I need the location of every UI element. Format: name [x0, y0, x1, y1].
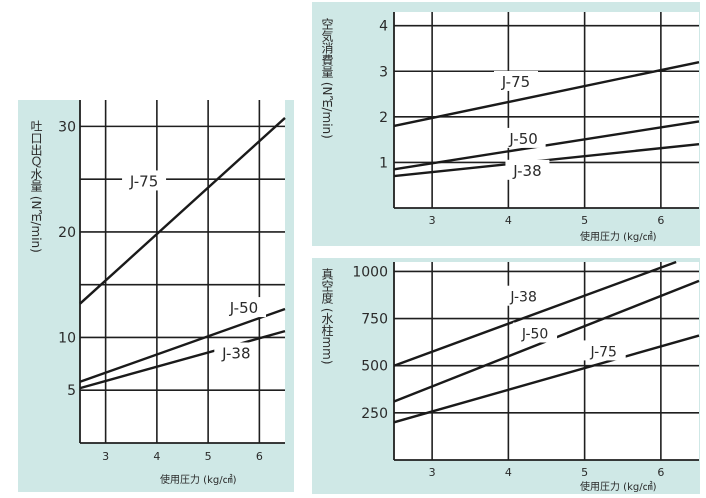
top-right-y-tick-label: 1	[379, 155, 388, 171]
top-right-series-label-bg	[494, 70, 538, 91]
top-right-series-label-j-38: J-38	[512, 162, 541, 180]
bottom-right-series-label-j-75: J-75	[589, 344, 617, 360]
bottom-right-chart: 250 500 750 1000 3 4 5 6 J-38 J-50 J-75	[352, 260, 700, 479]
top-right-series-label-bg	[501, 127, 546, 148]
left-series-label-bg	[214, 342, 259, 363]
top-right-y-tick-label: 2	[379, 110, 388, 126]
left-series-j-75	[79, 117, 286, 305]
bottom-right-x-tick-label: 6	[657, 466, 664, 479]
top-right-series-label-bg	[505, 159, 550, 180]
charts-layer: 5 10 20 30 3 4 5 6 J-75 J-50 J-38 1 2 3 4 3 4 5 6 J-75 J-50 J…	[58, 12, 700, 479]
left-plot-area	[80, 100, 285, 443]
left-series-label-j-75: J-75	[129, 172, 158, 190]
bottom-right-x-tick-label: 5	[581, 466, 588, 479]
bottom-right-y-axis-title: 真空度 (水柱mm)	[320, 268, 334, 365]
bottom-right-series-label-bg	[581, 340, 626, 361]
left-y-tick-label: 20	[58, 225, 76, 241]
bottom-right-x-tick-label: 4	[505, 466, 512, 479]
bottom-right-x-axis-title: 使用圧力 (kg/㎠)	[580, 480, 657, 493]
top-right-x-tick-label: 4	[505, 214, 512, 227]
left-series-label-j-50: J-50	[229, 299, 258, 317]
bottom-right-series-label-bg	[513, 322, 558, 343]
left-series-label-bg	[122, 170, 167, 191]
left-y-tick-label: 10	[58, 330, 76, 346]
left-series-label-j-38: J-38	[221, 344, 250, 362]
top-right-x-axis-title: 使用圧力 (kg/㎠)	[580, 230, 657, 243]
left-x-axis-title: 使用圧力 (kg/㎠)	[160, 473, 237, 486]
top-right-x-tick-label: 6	[657, 214, 664, 227]
bottom-right-y-tick-label: 500	[361, 359, 388, 375]
top-right-series-label-j-75: J-75	[501, 73, 530, 91]
bottom-right-y-tick-label: 1000	[352, 264, 388, 280]
bottom-right-y-tick-label: 250	[361, 406, 388, 422]
left-x-tick-label: 5	[205, 450, 212, 463]
bottom-right-plot-area	[394, 262, 699, 460]
bottom-right-series-label-j-38: J-38	[509, 290, 537, 306]
left-x-tick-label: 6	[256, 450, 263, 463]
left-series-j-38	[79, 329, 286, 390]
top-right-x-tick-label: 5	[581, 214, 588, 227]
top-right-series-j-50	[393, 120, 700, 171]
bottom-right-series-label-j-50: J-50	[521, 326, 549, 342]
bottom-right-series-j-75	[393, 334, 700, 424]
top-right-y-tick-label: 4	[379, 19, 388, 35]
top-right-series-label-j-50: J-50	[508, 130, 537, 148]
bottom-right-y-tick-label: 750	[361, 312, 388, 328]
top-right-chart: 1 2 3 4 3 4 5 6 J-75 J-50 J-38	[379, 12, 700, 227]
top-right-x-tick-label: 3	[429, 214, 436, 227]
left-series-j-50	[79, 307, 286, 383]
bottom-right-series-label-bg	[501, 285, 546, 306]
left-x-tick-label: 4	[153, 450, 160, 463]
left-x-tick-label: 3	[102, 450, 109, 463]
top-right-y-axis-title: 空気消費量 (N㎥/min)	[320, 18, 334, 139]
left-y-axis-title: 吐口出Ｑ水量 (N㎥/min)	[29, 120, 43, 253]
top-right-y-tick-label: 3	[379, 64, 388, 80]
left-y-tick-label: 30	[58, 119, 76, 135]
left-series-label-bg	[222, 297, 266, 318]
left-chart: 5 10 20 30 3 4 5 6 J-75 J-50 J-38	[58, 100, 286, 463]
top-right-series-j-75	[393, 60, 700, 128]
bottom-right-series-j-38	[393, 260, 677, 367]
left-y-tick-label: 5	[67, 383, 76, 399]
bottom-right-x-tick-label: 3	[429, 466, 436, 479]
